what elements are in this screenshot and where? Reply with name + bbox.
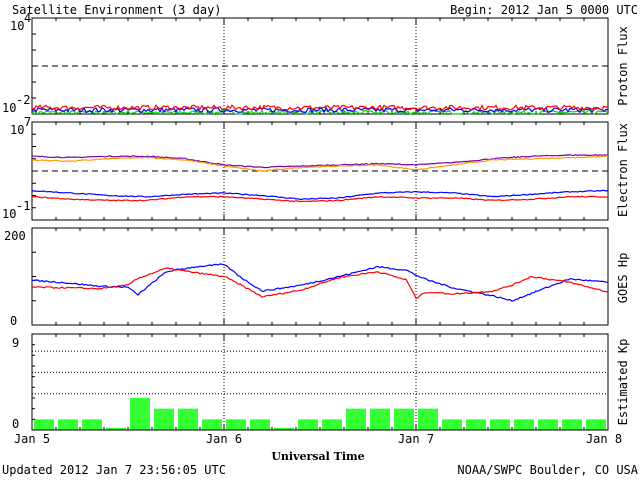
x-tick-jan6: Jan 6 — [206, 432, 242, 446]
kp-bar-10 — [274, 427, 294, 430]
kp-bar-15 — [394, 408, 414, 430]
kp-bar-12 — [322, 419, 342, 430]
kp-bar-18 — [466, 419, 486, 430]
kp-bar-1 — [58, 419, 78, 430]
hp-ylabel: GOES Hp — [616, 253, 630, 304]
kp-bar-20 — [514, 419, 534, 430]
kp-bar-3 — [106, 427, 126, 430]
begin-label: Begin: 2012 Jan 5 0000 UTC — [450, 3, 638, 17]
electron-series-1 — [31, 155, 609, 172]
updated-label: Updated 2012 Jan 7 23:56:05 UTC — [2, 463, 226, 477]
x-tick-jan7: Jan 7 — [398, 432, 434, 446]
kp-bar-0 — [34, 419, 54, 430]
credit-label: NOAA/SWPC Boulder, CO USA — [457, 463, 638, 477]
kp-bar-11 — [298, 419, 318, 430]
electron-ytick-top-exp: 7 — [24, 115, 31, 129]
proton-series-2 — [31, 109, 609, 116]
kp-bar-17 — [442, 419, 462, 430]
proton-ytick-top-exp: 4 — [24, 11, 31, 25]
electron-ytick-top-base: 10 — [10, 123, 24, 137]
kp-bar-9 — [250, 419, 270, 430]
kp-ytick-bottom: 0 — [12, 417, 19, 431]
kp-bar-2 — [82, 419, 102, 430]
proton-ytick-bottom-exp: -2 — [16, 93, 30, 107]
kp-bar-5 — [154, 408, 174, 430]
x-tick-jan8: Jan 8 — [586, 432, 622, 446]
kp-bar-23 — [586, 419, 606, 430]
hp-ytick-top: 200 — [4, 229, 26, 243]
electron-ytick-bottom-base: 10 — [2, 207, 16, 221]
panel-frame-2 — [31, 227, 609, 326]
panel-frame-3 — [31, 333, 609, 431]
electron-ytick-bottom-exp: -1 — [16, 199, 30, 213]
proton-ytick-bottom-base: 10 — [2, 101, 16, 115]
kp-bar-13 — [346, 408, 366, 430]
proton-series-0 — [31, 104, 609, 112]
kp-bar-7 — [202, 419, 222, 430]
proton-ylabel: Proton Flux — [616, 26, 630, 105]
kp-bar-14 — [370, 408, 390, 430]
kp-bar-16 — [418, 408, 438, 430]
hp-series-0 — [31, 263, 609, 302]
hp-series-1 — [31, 267, 609, 300]
kp-bar-21 — [538, 419, 558, 430]
panel-frame-1 — [31, 121, 609, 221]
proton-ytick-top-base: 10 — [10, 19, 24, 33]
proton-series-1 — [31, 106, 609, 114]
electron-ylabel: Electron Flux — [616, 123, 630, 217]
x-axis-label: Universal Time — [271, 450, 364, 463]
electron-series-3 — [31, 195, 608, 203]
kp-bar-4 — [130, 398, 150, 430]
kp-bar-19 — [490, 419, 510, 430]
kp-bar-22 — [562, 419, 582, 430]
chart-title: Satellite Environment (3 day) — [12, 3, 222, 17]
kp-ytick-top: 9 — [12, 336, 19, 350]
kp-ylabel: Estimated Kp — [616, 339, 630, 426]
kp-bar-6 — [178, 408, 198, 430]
electron-series-2 — [31, 189, 609, 200]
x-tick-jan5: Jan 5 — [14, 432, 50, 446]
hp-ytick-bottom: 0 — [10, 314, 17, 328]
kp-bar-8 — [226, 419, 246, 430]
panel-frame-0 — [31, 17, 609, 115]
electron-series-0 — [31, 154, 609, 169]
